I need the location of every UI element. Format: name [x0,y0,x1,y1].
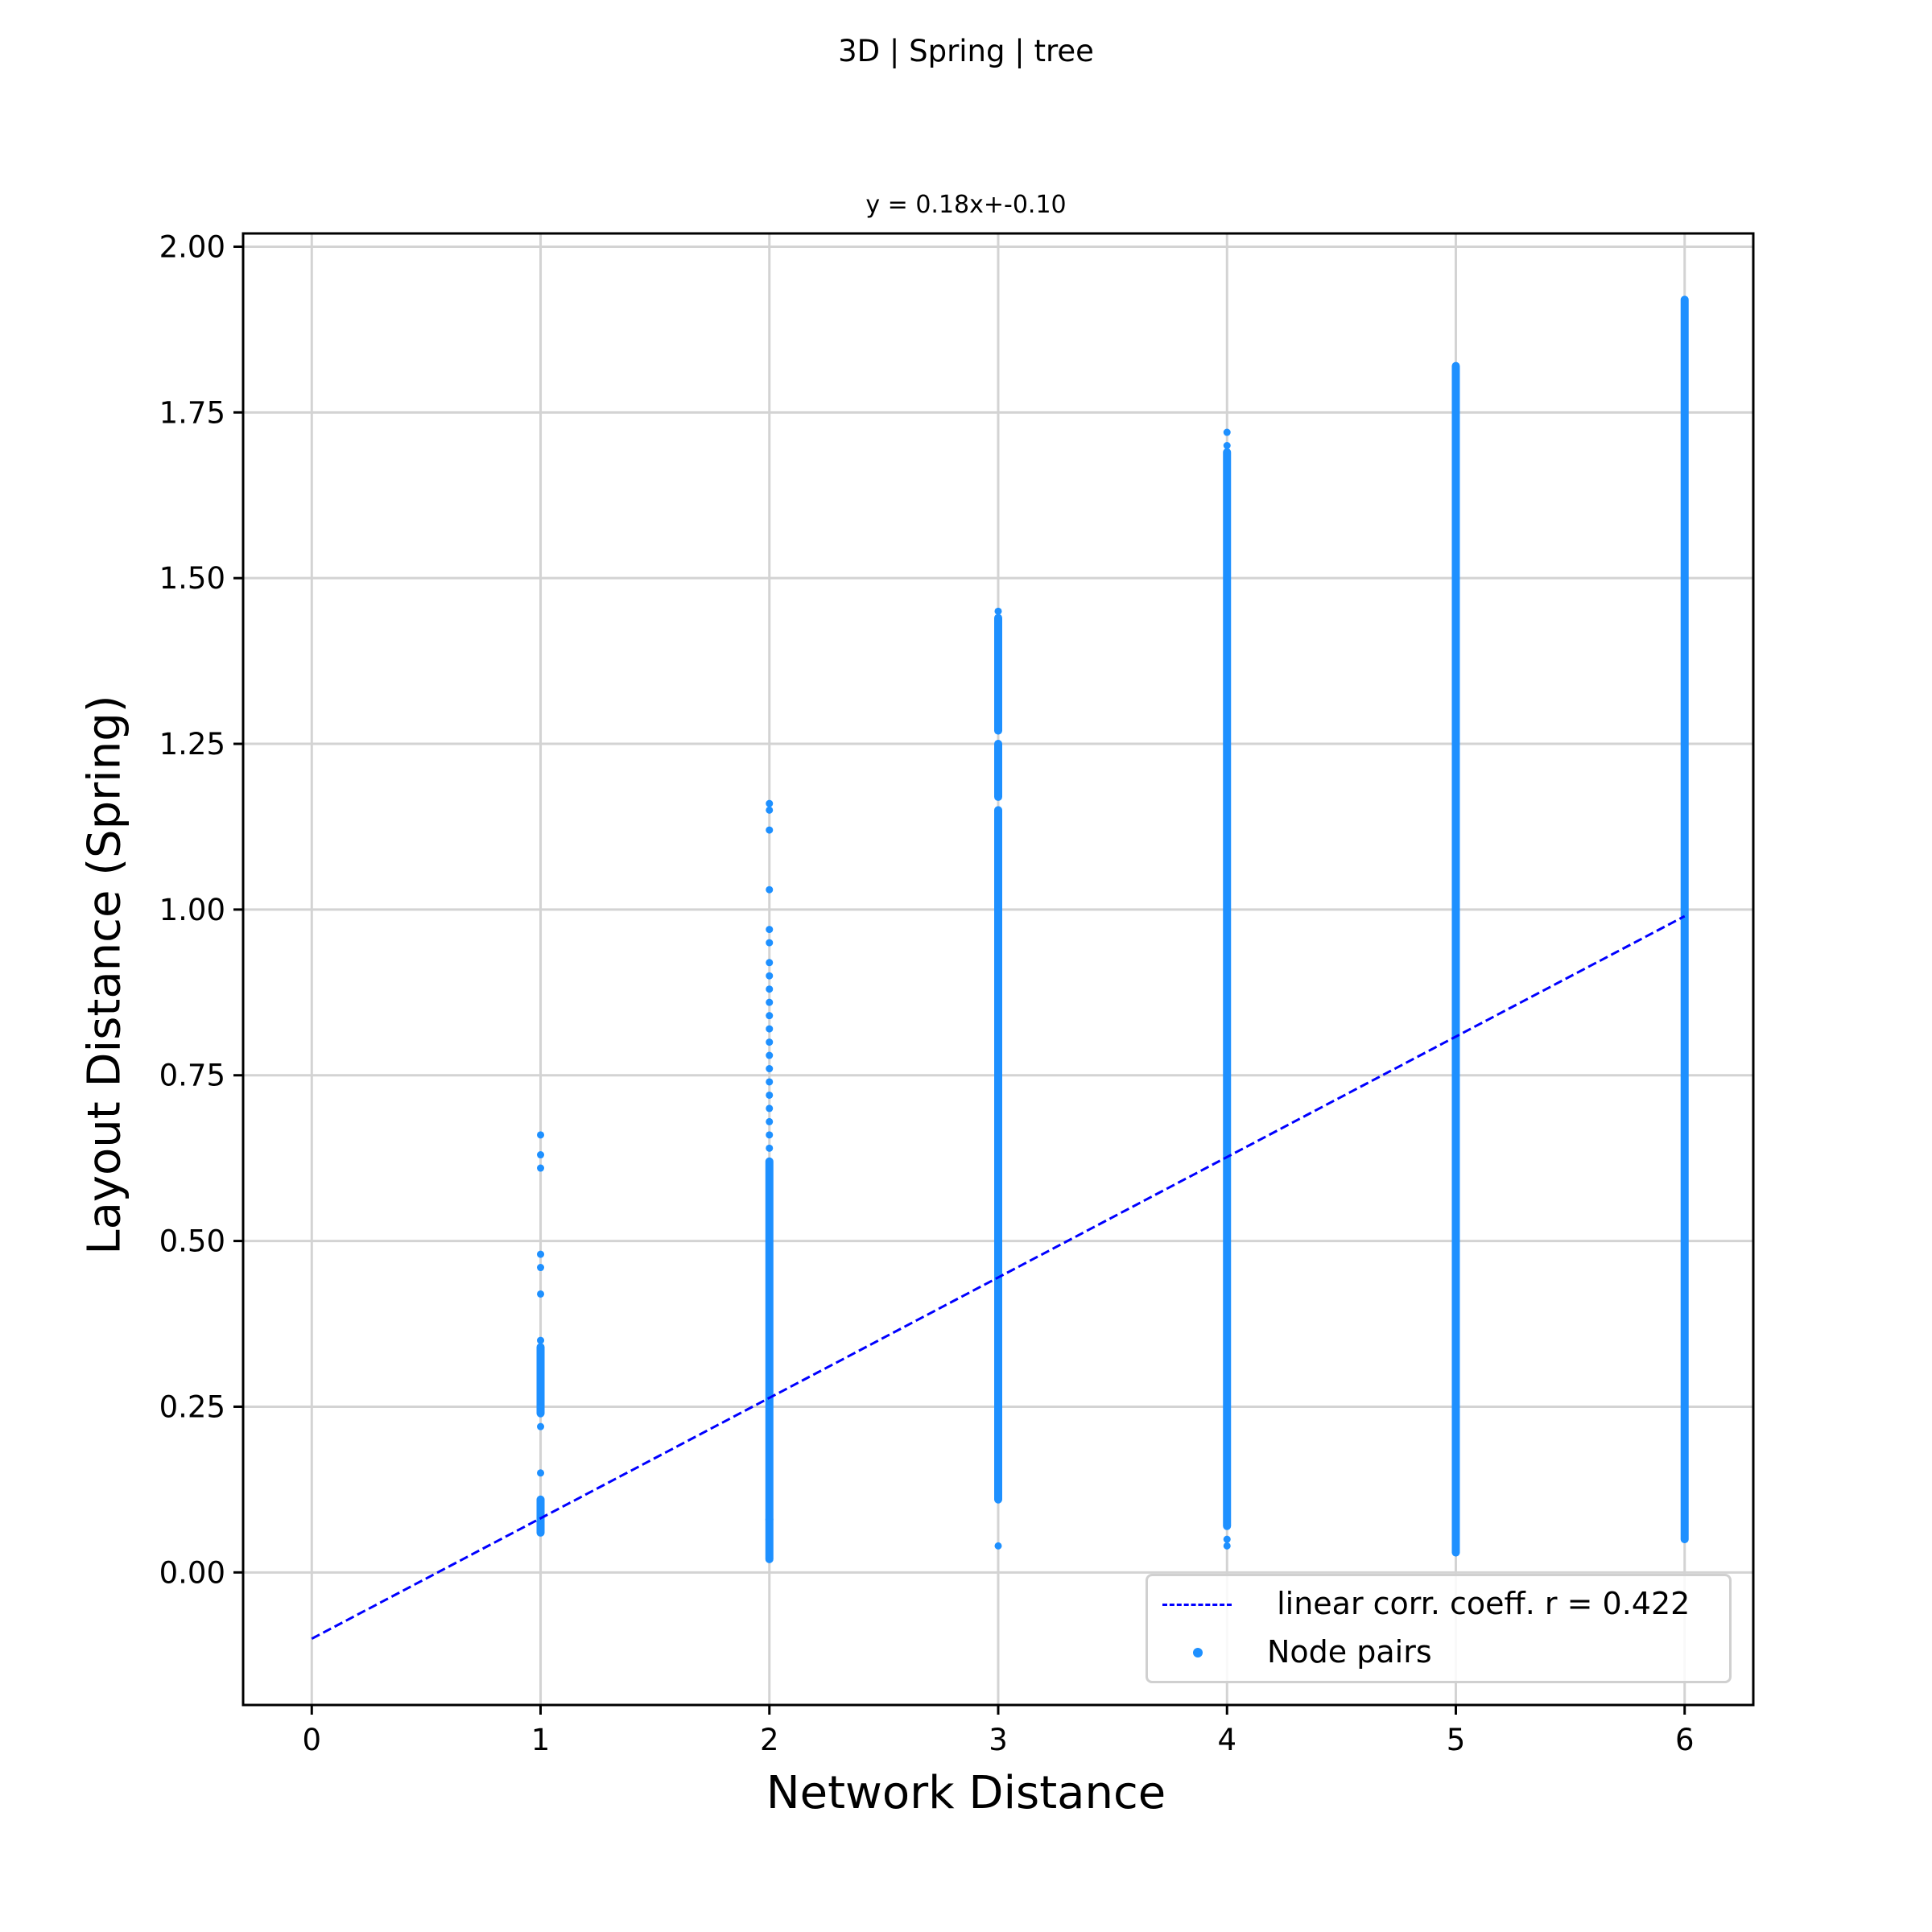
data-point [1223,1535,1231,1543]
data-point [766,939,774,947]
x-tick-label: 3 [989,1723,1008,1757]
legend-dot-swatch [1193,1648,1203,1657]
data-point [537,1469,545,1477]
data-point [1223,428,1231,436]
x-axis-label: Network Distance [766,1767,1166,1819]
y-tick-label: 1.25 [159,727,225,762]
data-point [994,607,1002,615]
data-point [537,1164,545,1172]
data-point [537,1264,545,1272]
regression-line [311,914,1686,1640]
data-point [766,985,774,993]
data-point [537,1131,545,1139]
data-point [766,998,774,1006]
data-point [766,1065,774,1073]
data-point [766,1038,774,1046]
x-tick-label: 4 [1217,1723,1236,1757]
data-point [766,826,774,834]
data-point [766,1025,774,1033]
legend: linear corr. coeff. r = 0.422 Node pairs [1146,1574,1732,1683]
legend-item-fit: linear corr. coeff. r = 0.422 [1148,1581,1729,1629]
y-tick-label: 1.00 [159,893,225,927]
y-tick-label: 0.25 [159,1389,225,1424]
legend-label-fit: linear corr. coeff. r = 0.422 [1267,1586,1690,1621]
data-point [766,886,774,894]
data-point [537,1336,545,1344]
x-tick-label: 0 [302,1723,321,1757]
y-tick-label: 1.75 [159,395,225,430]
data-point [766,1012,774,1020]
data-point [537,1290,545,1298]
legend-dashed-line-swatch [1162,1604,1232,1606]
data-point [1223,441,1231,449]
x-tick-label: 5 [1447,1723,1466,1757]
data-point [766,972,774,980]
data-points [536,295,1689,1563]
y-tick-label: 2.00 [159,229,225,264]
data-point [766,1131,774,1139]
y-axis-label: Layout Distance (Spring) [78,695,131,1255]
data-point [766,799,774,807]
legend-item-points: Node pairs [1148,1629,1729,1678]
data-point [766,1104,774,1113]
data-point [766,1051,774,1059]
data-point [766,1078,774,1086]
data-point [1223,1542,1231,1550]
x-tick-label: 2 [760,1723,779,1757]
fit-line [311,914,1686,1640]
data-point [537,1151,545,1159]
y-tick-label: 0.75 [159,1059,225,1093]
data-point [766,1117,774,1125]
figure-title: 3D | Spring | tree [838,34,1094,68]
y-tick-label: 0.50 [159,1224,225,1259]
chart-title: y = 0.18x+-0.10 [865,191,1067,219]
x-tick-label: 1 [531,1723,551,1757]
data-point [537,1422,545,1430]
y-tick-label: 0.00 [159,1555,225,1590]
y-tick-label: 1.50 [159,561,225,596]
data-point [994,1542,1002,1550]
data-point [766,1144,774,1152]
data-point [766,959,774,967]
axis-ticks: 0 1 2 3 4 5 6 0.00 0.25 0.50 0.75 1.00 1.25 1.50 1.75 2… [159,229,1695,1757]
data-point [537,1250,545,1258]
legend-label-points: Node pairs [1267,1634,1432,1670]
x-tick-label: 6 [1675,1723,1695,1757]
data-point [766,1091,774,1099]
data-point [766,926,774,934]
data-point [766,806,774,814]
